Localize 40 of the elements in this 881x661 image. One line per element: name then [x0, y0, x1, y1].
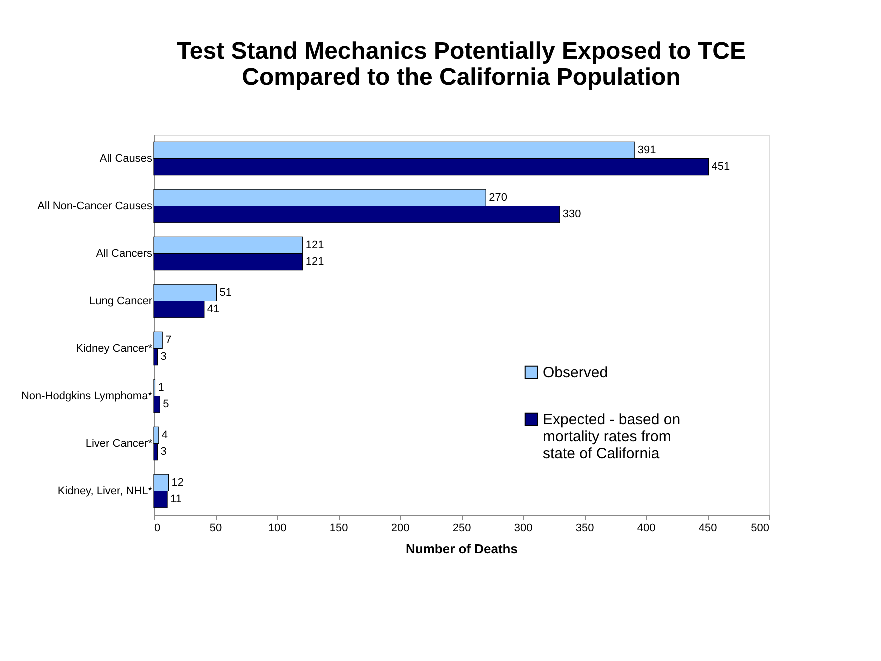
data-label: 1	[158, 382, 164, 394]
x-tick-label: 350	[576, 522, 594, 534]
y-tick-label: Liver Cancer*	[86, 438, 154, 450]
data-label: 4	[162, 429, 168, 442]
data-label: 391	[638, 144, 656, 156]
x-axis-title: Number of Deaths	[406, 542, 518, 556]
y-tick-label: All Cancers	[96, 248, 153, 260]
data-label: 7	[166, 334, 172, 346]
y-tick-label: Non-Hodgkins Lymphoma*	[21, 390, 154, 402]
data-label: 41	[207, 304, 220, 316]
legend-label: Observed	[543, 364, 608, 382]
x-tick-label: 150	[330, 522, 348, 534]
x-tick-label: 0	[154, 522, 161, 534]
data-label: 121	[306, 239, 324, 252]
legend-label: Expected - based on mortality rates from state of California	[543, 412, 681, 462]
x-tick-label: 500	[751, 522, 770, 534]
data-label: 5	[163, 398, 170, 411]
x-tick-label: 300	[514, 522, 533, 534]
data-label: 12	[172, 476, 184, 489]
data-label: 451	[712, 161, 730, 174]
x-tick-label: 400	[637, 522, 656, 534]
text: Test Stand Mechanics Potentially Exposed to TCE	[176, 38, 746, 65]
text: Compared to the California Population	[242, 64, 681, 91]
x-tick-label: 200	[391, 522, 410, 534]
x-tick-label: 100	[268, 522, 287, 534]
x-tick-label: 250	[452, 522, 472, 534]
x-tick-label: 50	[210, 522, 222, 534]
y-tick-label: Lung Cancer	[90, 295, 153, 308]
data-label: 51	[220, 286, 232, 299]
y-tick-label: All Causes	[100, 152, 153, 165]
data-label: 3	[160, 446, 167, 458]
data-label: 11	[170, 494, 182, 506]
y-tick-label: Kidney, Liver, NHL*	[58, 485, 154, 498]
data-label: 3	[160, 351, 167, 364]
data-label: 270	[489, 192, 508, 204]
y-tick-label: All Non-Cancer Causes	[38, 200, 153, 212]
data-label: 330	[562, 208, 582, 221]
x-tick-label: 450	[698, 522, 718, 534]
data-label: 121	[306, 256, 324, 268]
y-tick-label: Kidney Cancer*	[76, 342, 154, 355]
